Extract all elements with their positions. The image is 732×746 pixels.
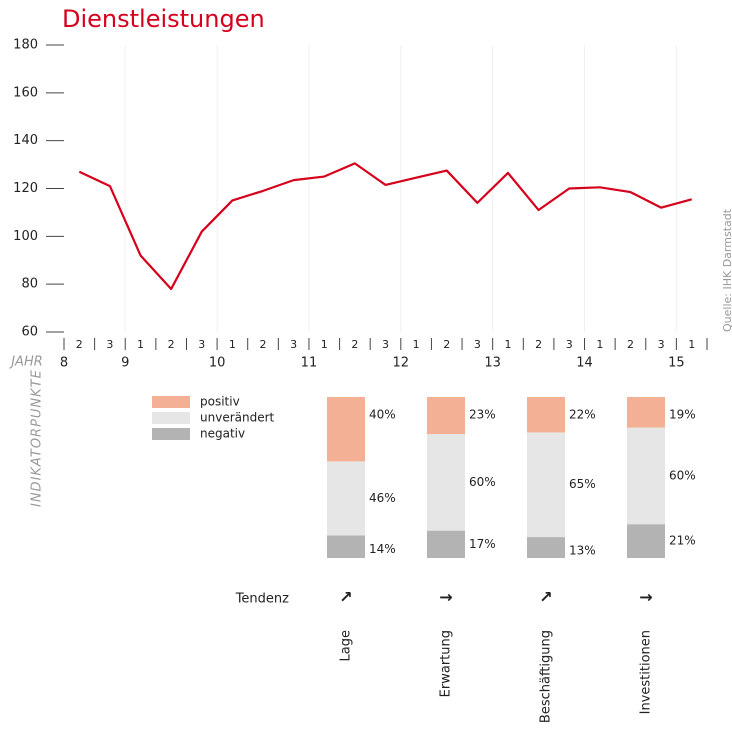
value-label: 60% — [669, 468, 696, 482]
value-label: 23% — [469, 408, 496, 422]
year-label: 15 — [668, 356, 685, 371]
y-tick-label: 100 — [13, 229, 38, 244]
x-tick-label: 3 — [198, 338, 205, 351]
year-label: 10 — [209, 356, 226, 371]
bar-segment — [527, 432, 565, 538]
y-axis-label: INDIKATORPUNKTE — [30, 369, 45, 507]
value-label: 21% — [669, 534, 696, 548]
year-label: 9 — [121, 356, 129, 371]
bar-segment — [627, 427, 665, 525]
x-tick-label: 3 — [474, 338, 481, 351]
tendency-arrow: ↗ — [339, 588, 352, 607]
bar-segment — [327, 461, 365, 536]
legend-label: unverändert — [200, 411, 275, 425]
value-label: 46% — [369, 491, 396, 505]
bar-segment — [427, 397, 465, 435]
x-tick-label: 3 — [106, 338, 113, 351]
line — [78, 162, 692, 291]
x-tick-label: 1 — [321, 338, 328, 351]
legend-label: negativ — [200, 427, 245, 441]
x-tick-label: 3 — [290, 338, 297, 351]
x-tick-label: 1 — [229, 338, 236, 351]
bar-segment — [327, 535, 365, 558]
value-label: 17% — [469, 537, 496, 551]
value-label: 22% — [569, 408, 596, 422]
x-tick-label: 1 — [688, 338, 695, 351]
x-tick-label: 2 — [535, 338, 542, 351]
tendency-arrow: ↗ — [539, 588, 552, 607]
year-label: 14 — [576, 356, 593, 371]
value-label: 14% — [369, 542, 396, 556]
legend-swatch — [152, 396, 190, 408]
legend-swatch — [152, 412, 190, 424]
x-tick-label: 1 — [596, 338, 603, 351]
bar-segment — [427, 530, 465, 558]
year-label: 12 — [393, 356, 410, 371]
y-tick-label: 120 — [13, 181, 38, 196]
category-label: Investitionen — [639, 630, 654, 714]
x-tick-label: 2 — [168, 338, 175, 351]
tendency-label: Tendenz — [235, 592, 289, 607]
value-label: 60% — [469, 475, 496, 489]
bar-segment — [427, 434, 465, 531]
y-tick-label: 140 — [13, 133, 38, 148]
y-tick-label: 180 — [13, 38, 38, 53]
category-label: Beschäftigung — [539, 630, 554, 723]
value-label: 65% — [569, 477, 596, 491]
x-tick-label: 2 — [351, 338, 358, 351]
bar-segment — [527, 397, 565, 433]
x-tick-label: 2 — [76, 338, 83, 351]
bar-segment — [327, 397, 365, 462]
year-label: 8 — [60, 356, 68, 371]
x-tick-label: 2 — [260, 338, 267, 351]
category-label: Lage — [339, 630, 354, 661]
x-tick-label: 2 — [627, 338, 634, 351]
value-label: 40% — [369, 408, 396, 422]
value-label: 19% — [669, 408, 696, 422]
y-tick-label: 160 — [13, 85, 38, 100]
chart-title: Dienstleistungen — [62, 5, 265, 33]
x-axis-label: JAHR — [8, 355, 43, 370]
x-tick-label: 1 — [413, 338, 420, 351]
category-label: Erwartung — [439, 630, 454, 697]
year-label: 13 — [484, 356, 501, 371]
x-tick-label: 1 — [504, 338, 511, 351]
y-tick-label: 80 — [21, 277, 38, 292]
x-tick-label: 1 — [137, 338, 144, 351]
tendency-arrow: → — [439, 588, 452, 607]
source: Quelle: IHK Darmstadt — [721, 208, 732, 332]
x-tick-label: 3 — [382, 338, 389, 351]
bar-segment — [627, 397, 665, 428]
y-tick-label: 60 — [21, 325, 38, 340]
x-tick-label: 3 — [566, 338, 573, 351]
bar-segment — [627, 524, 665, 558]
legend-label: positiv — [200, 395, 240, 409]
tendency-arrow: → — [639, 588, 652, 607]
x-tick-label: 3 — [658, 338, 665, 351]
bar-segment — [527, 537, 565, 558]
value-label: 13% — [569, 544, 596, 558]
year-label: 11 — [301, 356, 318, 371]
legend-swatch — [152, 428, 190, 440]
x-tick-label: 2 — [443, 338, 450, 351]
